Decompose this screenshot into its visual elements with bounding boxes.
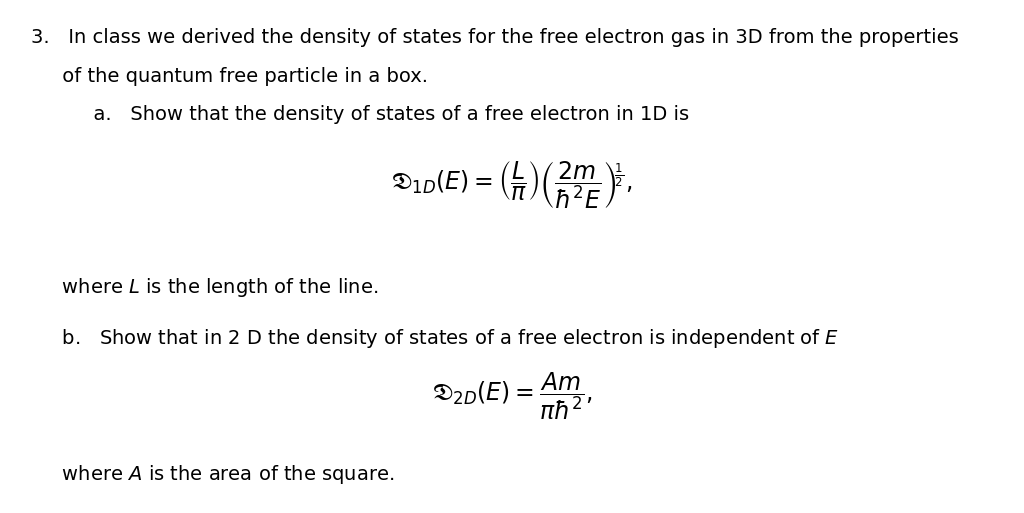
- Text: $\mathfrak{D}_{1D}(E) = \left(\dfrac{L}{\pi}\right)\left(\dfrac{2m}{\hbar^2 E}\r: $\mathfrak{D}_{1D}(E) = \left(\dfrac{L}{…: [391, 159, 633, 210]
- Text: b.   Show that in 2 D the density of states of a free electron is independent of: b. Show that in 2 D the density of state…: [31, 327, 839, 350]
- Text: 3.   In class we derived the density of states for the free electron gas in 3D f: 3. In class we derived the density of st…: [31, 28, 958, 47]
- Text: $\mathfrak{D}_{2D}(E) = \dfrac{Am}{\pi\hbar^2},$: $\mathfrak{D}_{2D}(E) = \dfrac{Am}{\pi\h…: [431, 370, 593, 422]
- Text: of the quantum free particle in a box.: of the quantum free particle in a box.: [31, 67, 428, 86]
- Text: where $L$ is the length of the line.: where $L$ is the length of the line.: [31, 276, 378, 299]
- Text: a.   Show that the density of states of a free electron in 1D is: a. Show that the density of states of a …: [31, 105, 689, 124]
- Text: where $A$ is the area of the square.: where $A$ is the area of the square.: [31, 463, 394, 486]
